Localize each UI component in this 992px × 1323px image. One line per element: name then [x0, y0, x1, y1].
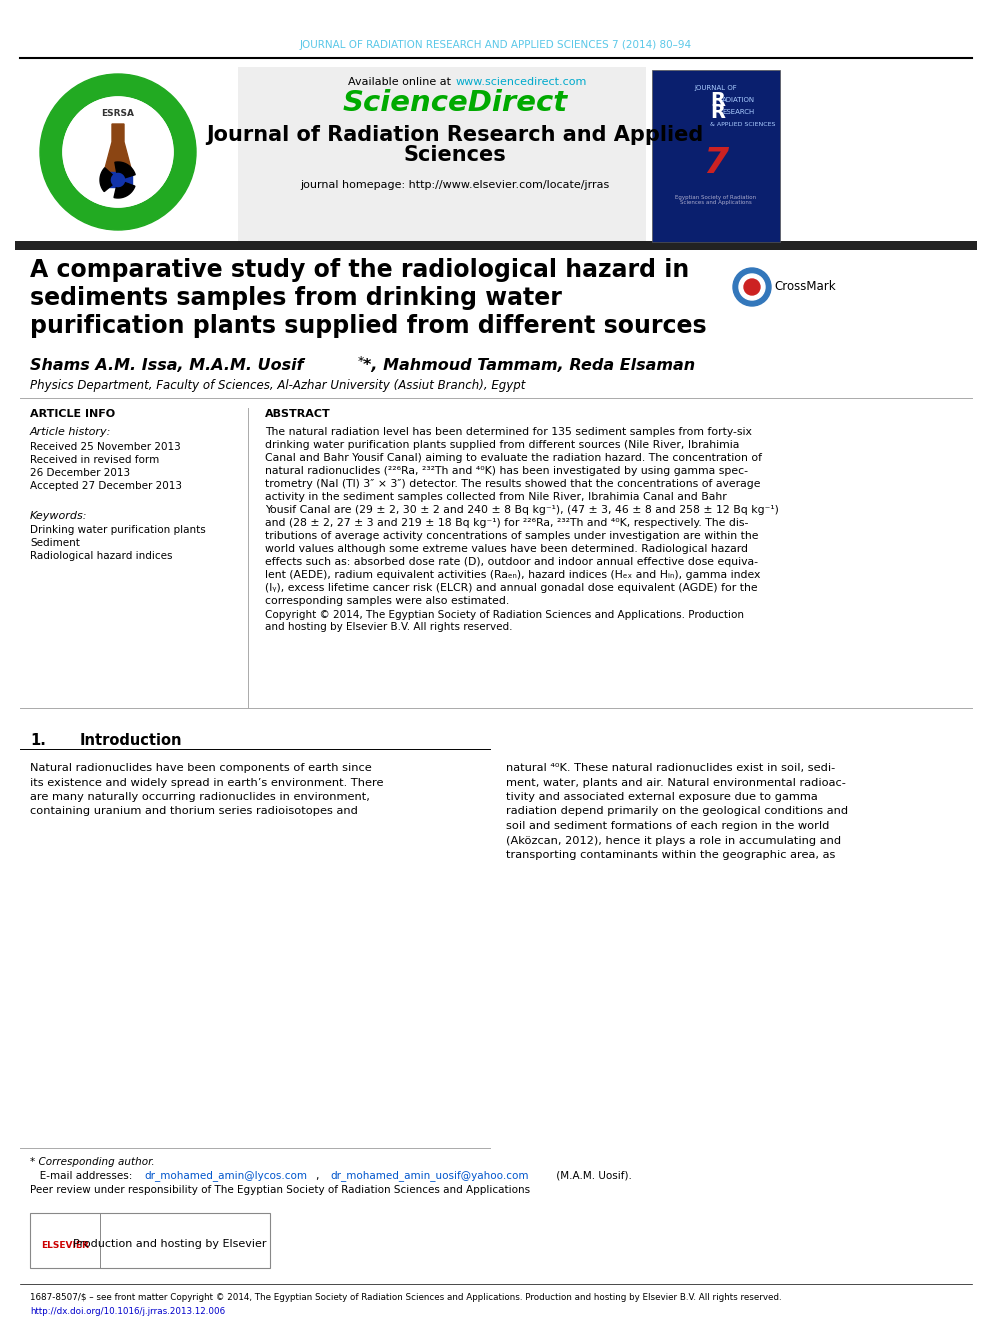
- Text: soil and sediment formations of each region in the world: soil and sediment formations of each reg…: [506, 822, 829, 831]
- Text: world values although some extreme values have been determined. Radiological haz: world values although some extreme value…: [265, 544, 748, 554]
- Text: effects such as: absorbed dose rate (D), outdoor and indoor annual effective dos: effects such as: absorbed dose rate (D),…: [265, 557, 758, 568]
- Text: ESRSA: ESRSA: [101, 110, 135, 119]
- Text: corresponding samples were also estimated.: corresponding samples were also estimate…: [265, 595, 509, 606]
- Text: 26 December 2013: 26 December 2013: [30, 468, 130, 478]
- Text: activity in the sediment samples collected from Nile River, Ibrahimia Canal and : activity in the sediment samples collect…: [265, 492, 727, 501]
- Text: ScienceDirect: ScienceDirect: [342, 89, 567, 116]
- Text: 7: 7: [703, 146, 728, 180]
- Text: Drinking water purification plants: Drinking water purification plants: [30, 525, 205, 534]
- Polygon shape: [104, 124, 132, 172]
- Text: ESEARCH: ESEARCH: [722, 108, 754, 115]
- Circle shape: [744, 279, 760, 295]
- Text: Article history:: Article history:: [30, 427, 111, 437]
- Polygon shape: [100, 168, 112, 192]
- Text: (M.A.M. Uosif).: (M.A.M. Uosif).: [553, 1171, 632, 1181]
- Text: journal homepage: http://www.elsevier.com/locate/jrras: journal homepage: http://www.elsevier.co…: [301, 180, 610, 191]
- Text: Physics Department, Faculty of Sciences, Al-Azhar University (Assiut Branch), Eg: Physics Department, Faculty of Sciences,…: [30, 380, 526, 393]
- Polygon shape: [115, 161, 135, 177]
- Text: ,: ,: [316, 1171, 322, 1181]
- Text: The natural radiation level has been determined for 135 sediment samples from fo: The natural radiation level has been det…: [265, 427, 752, 437]
- Text: and hosting by Elsevier B.V. All rights reserved.: and hosting by Elsevier B.V. All rights …: [265, 622, 513, 632]
- Text: *: *: [358, 355, 364, 368]
- Text: ELSEVIER: ELSEVIER: [41, 1241, 89, 1249]
- Text: natural radionuclides (²²⁶Ra, ²³²Th and ⁴⁰K) has been investigated by using gamm: natural radionuclides (²²⁶Ra, ²³²Th and …: [265, 466, 748, 476]
- Text: Egyptian Society of Radiation
Sciences and Applications: Egyptian Society of Radiation Sciences a…: [676, 194, 757, 205]
- Text: *, Mahmoud Tammam, Reda Elsaman: *, Mahmoud Tammam, Reda Elsaman: [363, 357, 695, 373]
- Text: Shams A.M. Issa, M.A.M. Uosif: Shams A.M. Issa, M.A.M. Uosif: [30, 357, 304, 373]
- Text: Sciences: Sciences: [404, 146, 506, 165]
- Text: Production and hosting by Elsevier: Production and hosting by Elsevier: [73, 1240, 267, 1249]
- FancyBboxPatch shape: [652, 70, 780, 242]
- Text: Accepted 27 December 2013: Accepted 27 December 2013: [30, 482, 182, 491]
- Text: www.sciencedirect.com: www.sciencedirect.com: [456, 77, 587, 87]
- Text: Available online at: Available online at: [348, 77, 455, 87]
- Text: and (28 ± 2, 27 ± 3 and 219 ± 18 Bq kg⁻¹) for ²²⁶Ra, ²³²Th and ⁴⁰K, respectively: and (28 ± 2, 27 ± 3 and 219 ± 18 Bq kg⁻¹…: [265, 519, 748, 528]
- Text: & APPLIED SCIENCES: & APPLIED SCIENCES: [710, 122, 776, 127]
- Text: Received in revised form: Received in revised form: [30, 455, 160, 464]
- Text: Journal of Radiation Research and Applied: Journal of Radiation Research and Applie…: [206, 124, 703, 146]
- Text: Radiological hazard indices: Radiological hazard indices: [30, 550, 173, 561]
- Text: dr_mohamed_amin@lycos.com: dr_mohamed_amin@lycos.com: [144, 1171, 307, 1181]
- Text: tivity and associated external exposure due to gamma: tivity and associated external exposure …: [506, 792, 817, 802]
- Text: 1687-8507/$ – see front matter Copyright © 2014, The Egyptian Society of Radiati: 1687-8507/$ – see front matter Copyright…: [30, 1293, 782, 1302]
- Circle shape: [40, 74, 196, 230]
- Circle shape: [63, 97, 173, 206]
- Polygon shape: [114, 183, 135, 198]
- Text: ARTICLE INFO: ARTICLE INFO: [30, 409, 115, 419]
- Text: ABSTRACT: ABSTRACT: [265, 409, 330, 419]
- Text: Natural radionuclides have been components of earth since: Natural radionuclides have been componen…: [30, 763, 372, 773]
- Circle shape: [63, 97, 173, 206]
- Text: ment, water, plants and air. Natural environmental radioac-: ment, water, plants and air. Natural env…: [506, 778, 846, 787]
- Text: (Aközcan, 2012), hence it plays a role in accumulating and: (Aközcan, 2012), hence it plays a role i…: [506, 836, 841, 845]
- Text: JOURNAL OF: JOURNAL OF: [694, 85, 737, 91]
- FancyBboxPatch shape: [15, 241, 977, 250]
- FancyBboxPatch shape: [238, 67, 646, 242]
- Text: tributions of average activity concentrations of samples under investigation are: tributions of average activity concentra…: [265, 531, 759, 541]
- Text: Received 25 November 2013: Received 25 November 2013: [30, 442, 181, 452]
- FancyBboxPatch shape: [30, 1213, 270, 1267]
- Text: Copyright © 2014, The Egyptian Society of Radiation Sciences and Applications. P: Copyright © 2014, The Egyptian Society o…: [265, 610, 744, 620]
- Text: JOURNAL OF RADIATION RESEARCH AND APPLIED SCIENCES 7 (2014) 80–94: JOURNAL OF RADIATION RESEARCH AND APPLIE…: [300, 40, 692, 50]
- Text: Keywords:: Keywords:: [30, 511, 87, 521]
- Text: transporting contaminants within the geographic area, as: transporting contaminants within the geo…: [506, 849, 835, 860]
- Text: are many naturally occurring radionuclides in environment,: are many naturally occurring radionuclid…: [30, 792, 370, 802]
- Text: radiation depend primarily on the geological conditions and: radiation depend primarily on the geolog…: [506, 807, 848, 816]
- Text: Canal and Bahr Yousif Canal) aiming to evaluate the radiation hazard. The concen: Canal and Bahr Yousif Canal) aiming to e…: [265, 452, 762, 463]
- Text: R: R: [710, 90, 725, 110]
- Text: E-mail addresses:: E-mail addresses:: [30, 1171, 136, 1181]
- Circle shape: [739, 274, 765, 300]
- Text: Introduction: Introduction: [80, 733, 183, 747]
- Text: ADIATION: ADIATION: [722, 97, 755, 103]
- Text: containing uranium and thorium series radioisotopes and: containing uranium and thorium series ra…: [30, 807, 358, 816]
- Text: * Corresponding author.: * Corresponding author.: [30, 1158, 155, 1167]
- Text: purification plants supplied from different sources: purification plants supplied from differ…: [30, 314, 706, 337]
- Text: sediments samples from drinking water: sediments samples from drinking water: [30, 286, 561, 310]
- Text: Sediment: Sediment: [30, 538, 80, 548]
- Text: http://dx.doi.org/10.1016/j.jrras.2013.12.006: http://dx.doi.org/10.1016/j.jrras.2013.1…: [30, 1307, 225, 1315]
- Text: drinking water purification plants supplied from different sources (Nile River, : drinking water purification plants suppl…: [265, 441, 739, 450]
- Text: dr_mohamed_amin_uosif@yahoo.com: dr_mohamed_amin_uosif@yahoo.com: [330, 1171, 529, 1181]
- Text: R: R: [710, 102, 725, 122]
- Text: Peer review under responsibility of The Egyptian Society of Radiation Sciences a: Peer review under responsibility of The …: [30, 1185, 530, 1195]
- Text: Yousif Canal are (29 ± 2, 30 ± 2 and 240 ± 8 Bq kg⁻¹), (47 ± 3, 46 ± 8 and 258 ±: Yousif Canal are (29 ± 2, 30 ± 2 and 240…: [265, 505, 779, 515]
- Text: 1.: 1.: [30, 733, 46, 747]
- Text: its existence and widely spread in earth’s environment. There: its existence and widely spread in earth…: [30, 778, 384, 787]
- Text: lent (AEDE), radium equivalent activities (Raₑₙ), hazard indices (Hₑₓ and Hᵢₙ), : lent (AEDE), radium equivalent activitie…: [265, 570, 761, 579]
- Circle shape: [733, 269, 771, 306]
- Text: natural ⁴⁰K. These natural radionuclides exist in soil, sedi-: natural ⁴⁰K. These natural radionuclides…: [506, 763, 835, 773]
- Text: trometry (NaI (Tl) 3″ × 3″) detector. The results showed that the concentrations: trometry (NaI (Tl) 3″ × 3″) detector. Th…: [265, 479, 761, 490]
- Text: A comparative study of the radiological hazard in: A comparative study of the radiological …: [30, 258, 689, 282]
- Text: CrossMark: CrossMark: [774, 280, 835, 294]
- Text: (Iᵧ), excess lifetime cancer risk (ELCR) and annual gonadal dose equivalent (AGD: (Iᵧ), excess lifetime cancer risk (ELCR)…: [265, 583, 758, 593]
- Polygon shape: [104, 172, 132, 187]
